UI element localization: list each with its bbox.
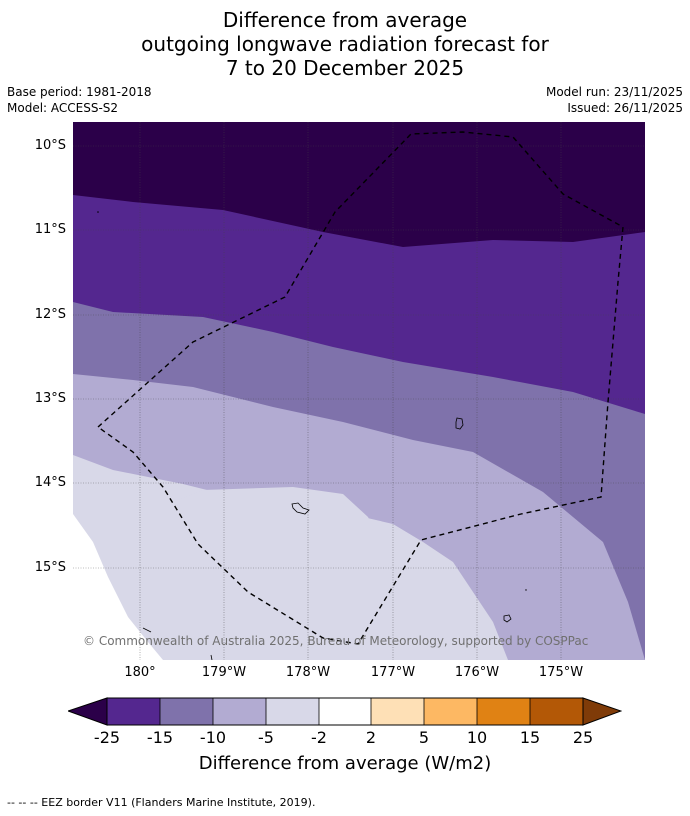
lon-label-180: 180°: [124, 665, 156, 680]
colorbar-extend-low: [68, 697, 108, 726]
coast-fragment-a: [142, 627, 152, 633]
colorbar-tick-2: 2: [365, 728, 377, 747]
lat-label-11s: 11°S: [34, 222, 66, 237]
colorbar-bin-5: [319, 698, 371, 725]
colorbar-tick-15: 15: [519, 728, 541, 747]
map-panel: [73, 122, 645, 660]
title-line-1: Difference from average: [222, 8, 468, 32]
lat-label-10s: 10°S: [34, 138, 66, 153]
base-period: Base period: 1981-2018: [7, 85, 152, 99]
footer-eez-note: -- -- -- EEZ border V11 (Flanders Marine…: [7, 796, 316, 809]
map-svg: [73, 122, 645, 660]
eez-border: [96, 131, 624, 645]
island-small-a: [503, 614, 512, 623]
colorbar-bin-3: [213, 698, 266, 725]
lat-label-14s: 14°S: [34, 475, 66, 490]
colorbar-tick-10: 10: [466, 728, 488, 747]
colorbar-tick-minus15: -15: [146, 728, 174, 747]
colorbar-bin-6: [371, 698, 424, 725]
lat-label-15s: 15°S: [34, 560, 66, 575]
copyright-notice: © Commonwealth of Australia 2025, Bureau…: [83, 634, 589, 648]
title-line-2: outgoing longwave radiation forecast for: [141, 32, 549, 56]
gridlines: [73, 122, 645, 660]
chart-title: Difference from average outgoing longwav…: [0, 8, 690, 80]
colorbar-tick-minus25: -25: [93, 728, 121, 747]
lon-label-177w: 177°W: [370, 665, 416, 680]
colorbar-tick-5: 5: [418, 728, 430, 747]
colorbar-bin-1: [107, 698, 160, 725]
model-name: Model: ACCESS-S2: [7, 101, 119, 115]
colorbar-tick-25: 25: [572, 728, 594, 747]
colorbar-bin-2: [160, 698, 213, 725]
colorbar-dividers: [159, 698, 531, 725]
meta-left: Base period: 1981-2018 Model: ACCESS-S2: [7, 84, 152, 116]
colorbar-tick-minus2: -2: [311, 728, 327, 747]
colorbar-tick-minus10: -10: [199, 728, 227, 747]
colorbar-bin-9: [530, 698, 583, 725]
colorbar-tick-minus5: -5: [258, 728, 274, 747]
title-line-3: 7 to 20 December 2025: [225, 56, 465, 80]
meta-right: Model run: 23/11/2025 Issued: 26/11/2025: [546, 84, 683, 116]
colorbar-label: Difference from average (W/m2): [198, 753, 492, 774]
colorbar: [68, 697, 622, 726]
island-futuna: [291, 502, 310, 515]
coast-fragment-b: [210, 654, 213, 660]
colorbar-bin-8: [477, 698, 530, 725]
lon-label-176w: 176°W: [454, 665, 500, 680]
island-wallis: [455, 417, 464, 430]
colorbar-frame: [106, 697, 584, 726]
lon-label-179w: 179°W: [201, 665, 247, 680]
island-small-c: [525, 589, 527, 591]
colorbar-bin-7: [424, 698, 477, 725]
lat-label-13s: 13°S: [34, 391, 66, 406]
colorbar-bin-4: [266, 698, 319, 725]
lat-label-12s: 12°S: [34, 307, 66, 322]
lon-label-178w: 178°W: [285, 665, 331, 680]
issued-date: Issued: 26/11/2025: [567, 101, 683, 115]
band-near-zero: [73, 514, 163, 660]
lon-label-175w: 175°W: [538, 665, 584, 680]
island-small-b: [97, 211, 99, 213]
model-run: Model run: 23/11/2025: [545, 85, 683, 99]
colorbar-extend-high: [582, 697, 622, 726]
